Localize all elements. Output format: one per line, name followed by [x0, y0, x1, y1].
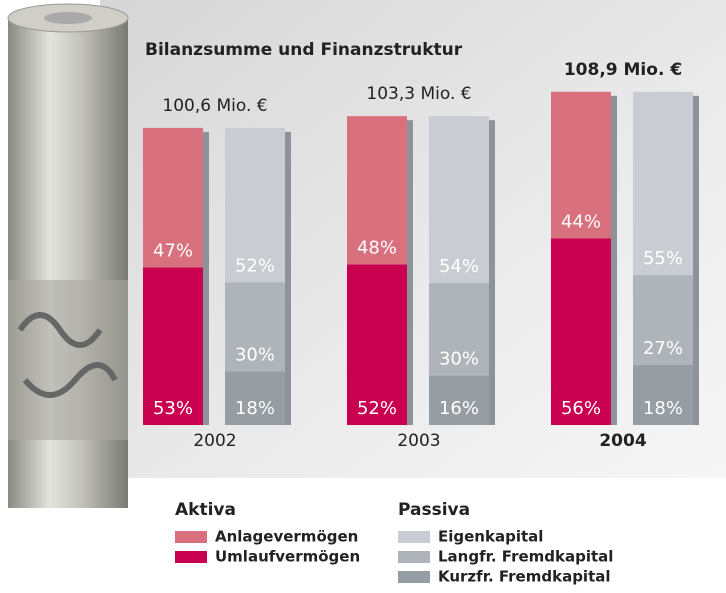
value-label: 18% [235, 398, 275, 419]
value-label: 55% [643, 248, 683, 269]
value-label: 48% [357, 237, 397, 258]
legend-label: Eigenkapital [438, 528, 543, 546]
legend-label: Kurzfr. Fremdkapital [438, 568, 611, 586]
value-label: 47% [153, 241, 193, 262]
value-label: 18% [643, 398, 683, 419]
legend-swatch [398, 551, 430, 563]
bar-segment [551, 238, 611, 425]
legend-swatch [175, 551, 207, 563]
value-label: 30% [439, 349, 479, 370]
value-label: 52% [235, 255, 275, 276]
legend-label: Umlaufvermögen [215, 548, 360, 566]
legend-swatch [175, 531, 207, 543]
value-label: 52% [357, 398, 397, 419]
x-tick-label: 2003 [397, 431, 440, 451]
value-label: 53% [153, 398, 193, 419]
bar-shadow [285, 132, 291, 425]
pillar-decoration [8, 4, 128, 508]
legend-swatch [398, 531, 430, 543]
legend-title: Passiva [398, 500, 470, 520]
value-label: 44% [561, 211, 601, 232]
bar-shadow [693, 96, 699, 425]
bar-shadow [407, 120, 413, 425]
total-label: 108,9 Mio. € [564, 60, 682, 80]
bar-shadow [489, 120, 495, 425]
x-tick-label: 2002 [193, 431, 236, 451]
legend-label: Langfr. Fremdkapital [438, 548, 613, 566]
total-label: 103,3 Mio. € [366, 84, 471, 104]
x-tick-label: 2004 [599, 431, 646, 451]
chart: Bilanzsumme und Finanzstruktur 53% 47% 18%… [0, 0, 726, 593]
chart-title: Bilanzsumme und Finanzstruktur [145, 40, 463, 60]
bar-shadow [611, 96, 617, 425]
legend-title: Aktiva [175, 500, 236, 520]
value-label: 16% [439, 398, 479, 419]
legend-swatch [398, 571, 430, 583]
value-label: 54% [439, 256, 479, 277]
total-label: 100,6 Mio. € [162, 96, 267, 116]
bar-shadow [203, 132, 209, 425]
value-label: 56% [561, 398, 601, 419]
value-label: 27% [643, 338, 683, 359]
value-label: 30% [235, 345, 275, 366]
legend-label: Anlagevermögen [215, 528, 358, 546]
